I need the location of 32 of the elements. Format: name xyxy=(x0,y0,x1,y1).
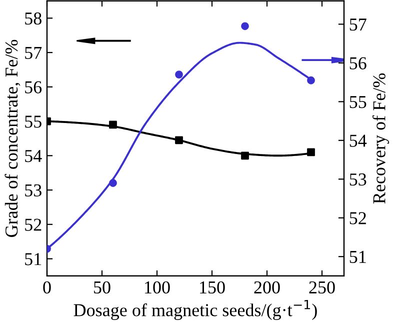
y2-tick-label: 54 xyxy=(350,134,367,147)
x-tick-label: 150 xyxy=(200,281,225,294)
point xyxy=(241,22,249,30)
point xyxy=(109,179,117,187)
x-tick-label: 200 xyxy=(254,281,280,294)
point xyxy=(109,120,117,129)
y-tick-label: 52 xyxy=(25,218,42,231)
y-axis-title: Grade of concentrate, Fe/% xyxy=(4,40,20,237)
x-tick-label: 250 xyxy=(309,281,335,294)
y-tick-label: 54 xyxy=(25,150,42,162)
y-tick-label: 51 xyxy=(25,253,42,266)
y-tick-label: 55 xyxy=(25,116,42,128)
point xyxy=(241,152,249,160)
y2-tick-label: 57 xyxy=(350,18,366,31)
y2-tick-label: 56 xyxy=(350,57,366,70)
point xyxy=(175,70,183,79)
y-tick-label: 57 xyxy=(25,46,42,59)
x-tick-label: 100 xyxy=(145,281,170,294)
y-tick-label: 56 xyxy=(25,81,42,94)
x-tick-label: 0 xyxy=(43,281,51,294)
y2-tick-label: 52 xyxy=(350,212,366,224)
point xyxy=(307,148,315,156)
point xyxy=(175,136,183,144)
x-axis-title: Dosage of magnetic seeds/(g·t$^{−1}$) xyxy=(74,300,317,320)
y2-axis-title: Recovery of Fe/% xyxy=(372,73,390,204)
x-tick-label: 50 xyxy=(94,281,110,294)
y2-tick-label: 51 xyxy=(350,250,366,264)
y2-tick-label: 55 xyxy=(350,96,366,108)
point xyxy=(307,76,315,84)
y-tick-label: 53 xyxy=(25,184,42,196)
y-tick-label: 58 xyxy=(25,12,42,25)
y2-tick-label: 53 xyxy=(350,173,366,186)
